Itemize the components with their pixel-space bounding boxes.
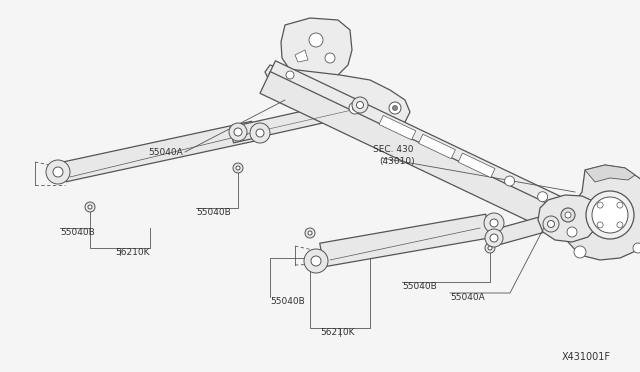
- Circle shape: [485, 243, 495, 253]
- Circle shape: [236, 166, 240, 170]
- Text: 55040A: 55040A: [148, 148, 183, 157]
- Circle shape: [46, 160, 70, 184]
- Circle shape: [490, 234, 498, 242]
- Text: 55040A: 55040A: [450, 293, 484, 302]
- Circle shape: [597, 202, 603, 208]
- Polygon shape: [538, 195, 598, 242]
- Polygon shape: [488, 213, 557, 247]
- Circle shape: [538, 192, 548, 202]
- Text: (43010): (43010): [379, 157, 415, 166]
- Polygon shape: [61, 121, 256, 182]
- Polygon shape: [419, 134, 456, 159]
- Circle shape: [325, 53, 335, 63]
- Circle shape: [484, 213, 504, 233]
- Circle shape: [543, 216, 559, 232]
- Circle shape: [229, 123, 247, 141]
- Circle shape: [574, 246, 586, 258]
- Polygon shape: [565, 165, 640, 260]
- Text: 55040B: 55040B: [270, 297, 305, 306]
- Circle shape: [490, 219, 498, 227]
- Circle shape: [485, 229, 503, 247]
- Circle shape: [389, 102, 401, 114]
- Circle shape: [349, 102, 361, 114]
- Circle shape: [547, 221, 554, 228]
- Circle shape: [504, 176, 515, 186]
- Circle shape: [567, 227, 577, 237]
- Polygon shape: [585, 165, 635, 182]
- Circle shape: [353, 106, 358, 110]
- Text: 55040B: 55040B: [196, 208, 231, 217]
- Circle shape: [304, 249, 328, 273]
- Circle shape: [309, 33, 323, 47]
- Circle shape: [617, 202, 623, 208]
- Circle shape: [561, 208, 575, 222]
- Circle shape: [256, 129, 264, 137]
- Circle shape: [592, 197, 628, 233]
- Circle shape: [305, 228, 315, 238]
- Circle shape: [586, 191, 634, 239]
- Circle shape: [617, 222, 623, 228]
- Text: 55040B: 55040B: [60, 228, 95, 237]
- Circle shape: [597, 222, 603, 228]
- Polygon shape: [230, 99, 360, 143]
- Polygon shape: [281, 18, 352, 80]
- Circle shape: [633, 243, 640, 253]
- Circle shape: [488, 246, 492, 250]
- Polygon shape: [269, 61, 605, 232]
- Polygon shape: [260, 72, 600, 250]
- Circle shape: [88, 205, 92, 209]
- Circle shape: [286, 71, 294, 79]
- Polygon shape: [320, 214, 490, 267]
- Circle shape: [311, 256, 321, 266]
- Text: X431001F: X431001F: [562, 352, 611, 362]
- Polygon shape: [379, 115, 416, 140]
- Circle shape: [53, 167, 63, 177]
- Circle shape: [85, 202, 95, 212]
- Text: 56210K: 56210K: [115, 248, 150, 257]
- Circle shape: [234, 128, 242, 136]
- Circle shape: [233, 163, 243, 173]
- Circle shape: [308, 231, 312, 235]
- Text: 56210K: 56210K: [320, 328, 355, 337]
- Circle shape: [565, 212, 571, 218]
- Circle shape: [392, 106, 397, 110]
- Circle shape: [250, 123, 270, 143]
- Polygon shape: [458, 153, 495, 177]
- Text: SEC. 430: SEC. 430: [373, 145, 413, 154]
- Circle shape: [356, 102, 364, 109]
- Polygon shape: [295, 50, 308, 62]
- Text: 55040B: 55040B: [402, 282, 436, 291]
- Polygon shape: [265, 65, 410, 128]
- Circle shape: [352, 97, 368, 113]
